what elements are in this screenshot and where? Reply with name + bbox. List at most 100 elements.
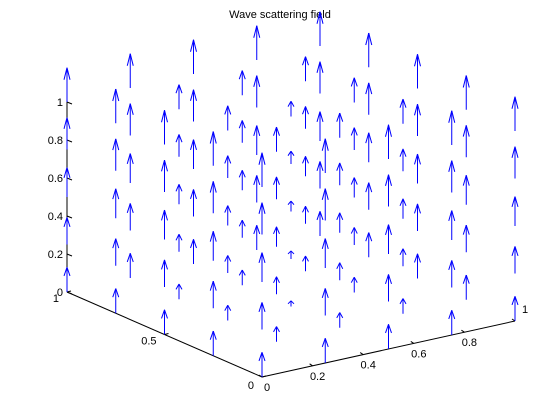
arrow-head-left (209, 131, 214, 144)
quiver-arrow (321, 188, 329, 221)
arrow-head-right (178, 84, 183, 94)
arrow-head-right (256, 225, 261, 235)
arrow-head-right (276, 226, 280, 234)
arrow-head-right (241, 120, 246, 129)
arrow-head-left (224, 105, 229, 115)
arrow-head-left (258, 352, 263, 362)
quiver-arrow (209, 231, 217, 261)
arrow-head-left (209, 330, 214, 340)
arrow-head-left (161, 259, 165, 270)
arrow-head-right (451, 210, 456, 221)
arrow-head-left (385, 274, 389, 285)
arrow-head-right (178, 283, 183, 290)
arrow-head-right (115, 288, 120, 298)
arrow-head-left (448, 110, 453, 123)
arrow-head-left (63, 167, 68, 178)
arrow-head-right (178, 184, 183, 192)
quiver-arrow (462, 274, 470, 300)
arrow-head-left (448, 260, 453, 271)
quiver-arrow (321, 138, 329, 173)
arrow-head-left (161, 110, 165, 123)
x-tick (309, 363, 313, 367)
arrow-head-left (287, 101, 292, 107)
arrow-head-left (350, 77, 355, 87)
quiver-arrow (365, 232, 373, 258)
arrow-head-left (365, 32, 370, 46)
arrow-head-left (112, 188, 117, 200)
arrow-head-left (190, 39, 194, 52)
x-tick (410, 340, 415, 344)
arrow-head-right (514, 146, 519, 158)
arrow-head-right (115, 138, 120, 151)
quiver-arrow (258, 152, 266, 187)
arrow-head-right (417, 203, 421, 214)
quiver-arrow (448, 310, 456, 335)
arrow-head-right (212, 281, 217, 291)
quiver-arrow (224, 305, 232, 321)
arrow-head-left (385, 324, 389, 334)
arrow-head-left (399, 248, 404, 256)
arrow-head-left (190, 89, 194, 101)
arrow-head-right (66, 67, 71, 80)
arrow-head-left (238, 269, 243, 276)
arrow-head-right (388, 274, 392, 285)
arrow-head-left (175, 134, 180, 143)
quiver-arrow (190, 139, 197, 169)
arrow-head-right (193, 239, 197, 249)
x-tick-label: 0.4 (361, 360, 376, 372)
quiver-arrow (161, 259, 168, 287)
quiver-arrow (321, 338, 329, 363)
arrow-head-left (258, 302, 263, 313)
arrow-head-left (336, 112, 341, 122)
arrow-head-right (290, 250, 295, 255)
arrow-head-left (336, 312, 341, 319)
quiver-arrow (238, 120, 246, 143)
arrow-head-right (290, 300, 295, 305)
arrow-head-left (63, 117, 68, 129)
quiver-arrow (336, 312, 344, 328)
quiver-arrow (448, 210, 456, 240)
quiver-arrow (336, 162, 344, 186)
quiver-arrow (385, 324, 392, 349)
arrow-head-right (276, 176, 280, 185)
arrow-head-right (305, 205, 309, 213)
quiver-arrow (462, 125, 470, 158)
quiver-arrow (253, 125, 261, 155)
quiver-arrow (462, 225, 470, 253)
axes-group (66, 101, 516, 378)
quiver-arrow (385, 224, 392, 254)
arrow-head-left (112, 138, 117, 151)
arrow-head-left (385, 174, 389, 186)
arrow-head-left (511, 296, 516, 306)
arrow-head-right (402, 298, 407, 305)
quiver-arrow (209, 181, 217, 214)
quiver-arrow (175, 283, 183, 300)
quiver-arrow (385, 174, 392, 207)
arrow-head-right (514, 196, 519, 207)
quiver-arrow (448, 260, 456, 288)
arrow-head-right (66, 217, 71, 228)
arrow-head-left (258, 152, 263, 165)
arrow-head-left (462, 225, 467, 235)
arrow-head-left (63, 67, 68, 80)
arrow-head-right (212, 330, 217, 340)
quiver-arrow (287, 101, 295, 117)
arrow-head-left (161, 209, 165, 221)
arrow-head-right (319, 61, 324, 73)
quiver-arrow (190, 189, 197, 217)
quiver-arrow (287, 300, 295, 307)
arrow-head-right (417, 253, 421, 263)
quiver-arrow (63, 167, 71, 197)
arrow-head-left (414, 54, 418, 67)
quiver-arrow (63, 67, 71, 102)
arrow-head-left (253, 175, 258, 186)
arrow-head-right (227, 205, 232, 213)
arrow-head-left (224, 205, 229, 213)
arrow-head-left (175, 233, 180, 241)
y-tick-label: 0.5 (141, 336, 156, 348)
quiver-arrow (209, 281, 217, 309)
quiver-arrow (448, 160, 456, 193)
quiver-arrow (350, 77, 358, 103)
arrow-head-left (112, 288, 117, 298)
quiver-arrow (399, 198, 407, 219)
